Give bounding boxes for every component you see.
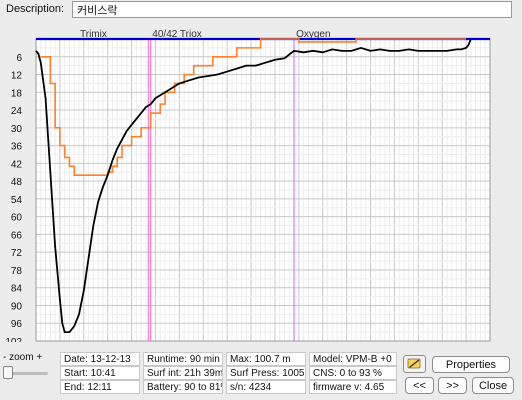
info-date: Date: 13-12-13 [60,352,140,366]
ceiling-line [40,38,467,176]
prev-button[interactable]: << [405,377,434,394]
y-tick-label: 54 [11,195,23,206]
description-label: Description: [6,3,65,15]
next-button[interactable]: >> [438,377,467,394]
zoom-label: - zoom + [3,352,43,363]
info-model: Model: VPM-B +0 [309,352,397,366]
info-surf-press: Surf Press: 1005 mb [226,366,306,380]
y-tick-label: 18 [11,88,23,99]
gas-label: Trimix [80,29,107,40]
y-axis-ticks: 6 12 18 24 30 36 42 48 54 60 66 72 78 84 90 96 102 [5,53,22,342]
info-firmware: firmware v: 4.65 [309,380,397,394]
close-button[interactable]: Close [472,377,514,394]
y-tick-label: 6 [16,53,22,64]
y-tick-label: 60 [11,213,23,224]
info-end: End: 12:11 [60,380,140,394]
y-tick-label: 36 [11,142,23,153]
y-tick-label: 72 [11,248,23,259]
grid [35,38,491,342]
gas-switch-lines [147,39,295,341]
y-tick-label: 30 [11,124,23,135]
info-battery: Battery: 90 to 81% [143,380,223,394]
depth-line [35,38,472,334]
y-tick-label: 24 [11,106,23,117]
y-tick-label: 96 [11,319,23,330]
info-surf-int: Surf int: 21h 39m [143,366,223,380]
info-sn: s/n: 4234 [226,380,306,394]
info-start: Start: 10:41 [60,366,140,380]
info-cns: CNS: 0 to 93 % [309,366,397,380]
info-max: Max: 100.7 m [226,352,306,366]
y-tick-label: 42 [11,159,23,170]
y-tick-label: 90 [11,301,23,312]
edit-button[interactable] [403,355,426,373]
info-runtime: Runtime: 90 min [143,352,223,366]
zoom-slider[interactable] [3,366,13,379]
zoom-slider-track [4,372,48,375]
y-tick-label: 102 [5,337,22,342]
gas-label: Oxygen [296,29,330,40]
pencil-icon [407,358,421,369]
y-tick-label: 48 [11,177,23,188]
description-input[interactable] [72,1,512,18]
y-tick-label: 78 [11,266,23,277]
gas-label: 40/42 Triox [152,29,201,40]
gas-labels: Trimix 40/42 Triox Oxygen [80,29,331,40]
properties-button[interactable]: Properties [432,356,510,373]
y-tick-label: 84 [11,284,23,295]
y-tick-label: 66 [11,230,23,241]
y-tick-label: 12 [11,71,23,82]
